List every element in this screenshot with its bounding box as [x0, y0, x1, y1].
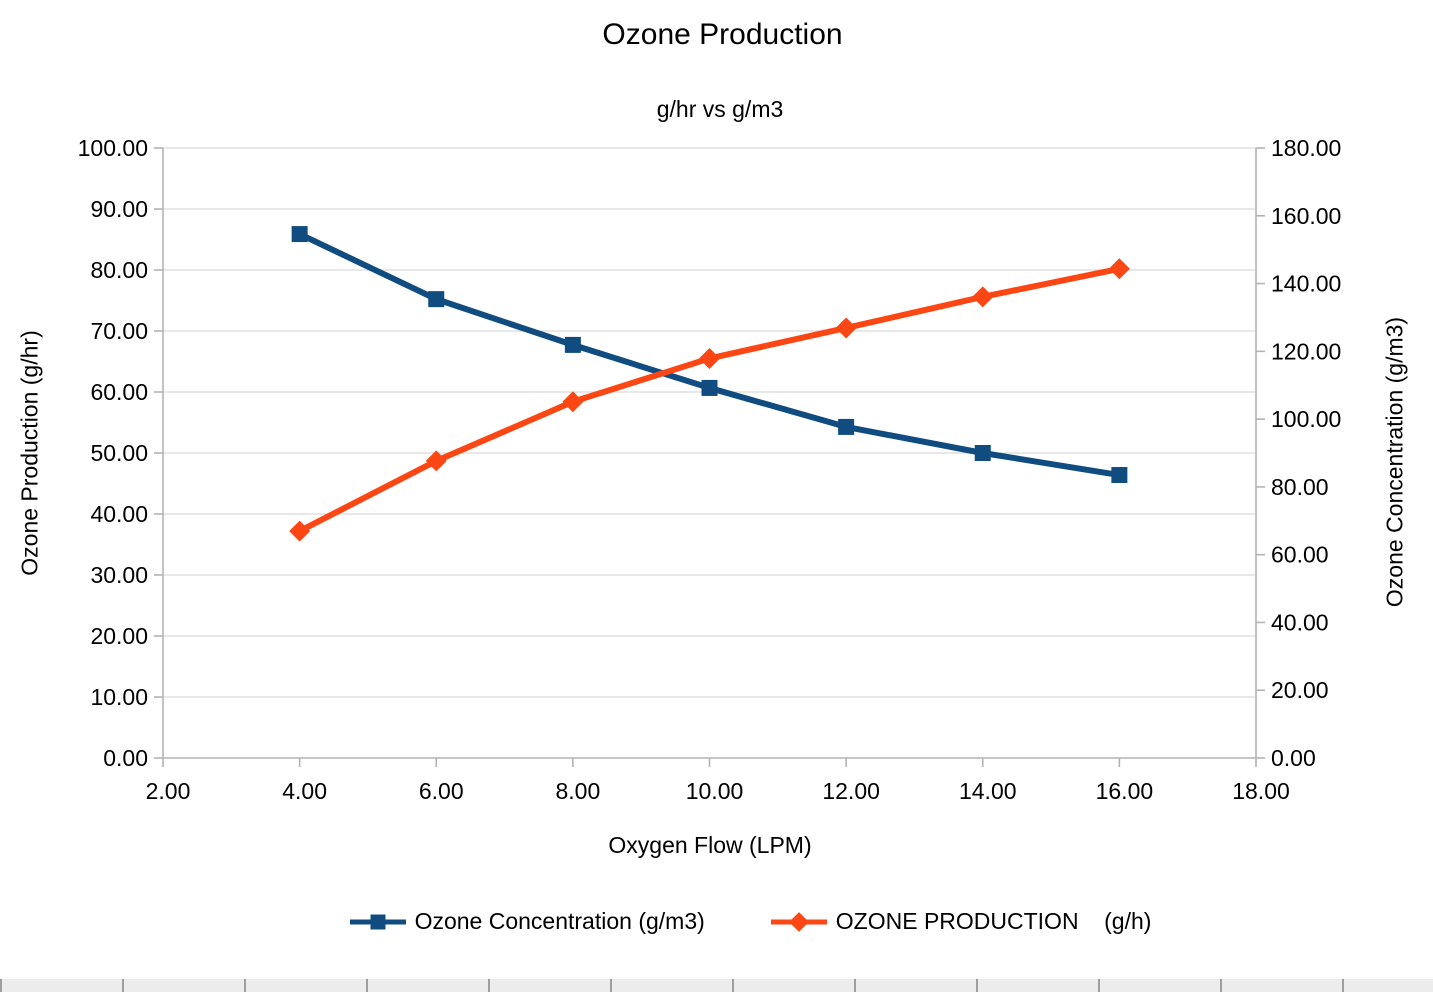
legend-square-glyph	[370, 914, 386, 929]
right-axis-tick-label: 80.00	[1271, 474, 1329, 500]
right-axis-tick-label: 180.00	[1271, 135, 1341, 161]
legend-label-ozone-production: OZONE PRODUCTION (g/h)	[835, 908, 1152, 934]
legend-label-ozone-concentration: Ozone Concentration (g/m3)	[414, 908, 705, 934]
right-axis-tick-label: 140.00	[1271, 271, 1341, 297]
legend-diamond-glyph	[788, 911, 809, 932]
right-axis-tick-label: 120.00	[1271, 338, 1341, 364]
legend-item-ozone-concentration: Ozone Concentration (g/m3)	[349, 908, 705, 935]
data-point-diamond	[289, 520, 311, 542]
x-axis-tick-label: 10.00	[686, 778, 744, 804]
left-axis-tick-label: 0.00	[103, 745, 148, 771]
data-point-square	[291, 226, 308, 243]
right-axis-tick-label: 40.00	[1271, 609, 1329, 635]
data-point-diamond	[972, 286, 994, 308]
legend-item-ozone-production: OZONE PRODUCTION (g/h)	[770, 908, 1152, 935]
right-axis-tick-label: 0.00	[1271, 745, 1316, 771]
x-axis-tick-label: 18.00	[1232, 778, 1290, 804]
data-point-square	[428, 291, 445, 308]
legend-diamond-marker-icon	[770, 911, 827, 933]
data-point-diamond	[835, 317, 857, 339]
x-axis-tick-label: 14.00	[959, 778, 1017, 804]
data-point-diamond	[1108, 258, 1130, 280]
x-axis-tick-label: 6.00	[419, 778, 464, 804]
chart-title: Ozone Production	[602, 18, 843, 51]
x-axis-tick-label: 4.00	[282, 778, 327, 804]
data-point-diamond	[699, 347, 720, 369]
chart-legend: Ozone Concentration (g/m3) OZONE PRODUCT…	[34, 908, 1433, 935]
right-axis-tick-label: 160.00	[1271, 203, 1341, 229]
chart-subtitle: g/hr vs g/m3	[656, 96, 784, 122]
x-axis-tick-label: 8.00	[555, 778, 600, 804]
left-axis-tick-label: 60.00	[90, 379, 148, 405]
left-axis-tick-label: 40.00	[90, 501, 148, 527]
x-axis-title: Oxygen Flow (LPM)	[608, 832, 812, 858]
data-point-diamond	[562, 391, 584, 413]
left-axis-tick-label: 20.00	[90, 623, 148, 649]
legend-square-marker-icon	[349, 911, 406, 933]
data-point-square	[838, 418, 855, 435]
data-point-square	[701, 379, 718, 396]
x-axis-tick-label: 2.00	[146, 778, 191, 804]
right-axis-tick-label: 100.00	[1271, 406, 1341, 432]
x-axis-tick-label: 16.00	[1096, 778, 1154, 804]
left-axis-tick-label: 10.00	[90, 684, 148, 710]
left-axis-tick-label: 30.00	[90, 562, 148, 588]
left-axis-tick-label: 70.00	[90, 318, 148, 344]
right-axis-tick-label: 60.00	[1271, 542, 1329, 568]
data-point-square	[974, 445, 991, 461]
data-point-square	[1111, 467, 1128, 484]
spreadsheet-cell-strip	[0, 979, 1433, 992]
data-point-square	[564, 336, 581, 353]
series-line-ozone-production	[296, 265, 1123, 535]
x-axis-tick-label: 12.00	[822, 778, 880, 804]
right-axis-tick-label: 20.00	[1271, 677, 1329, 703]
left-axis-tick-label: 80.00	[90, 257, 148, 283]
data-point-diamond	[425, 450, 447, 472]
left-axis-tick-label: 90.00	[90, 196, 148, 222]
left-axis-tick-label: 100.00	[78, 135, 148, 161]
left-axis-tick-label: 50.00	[90, 440, 148, 466]
